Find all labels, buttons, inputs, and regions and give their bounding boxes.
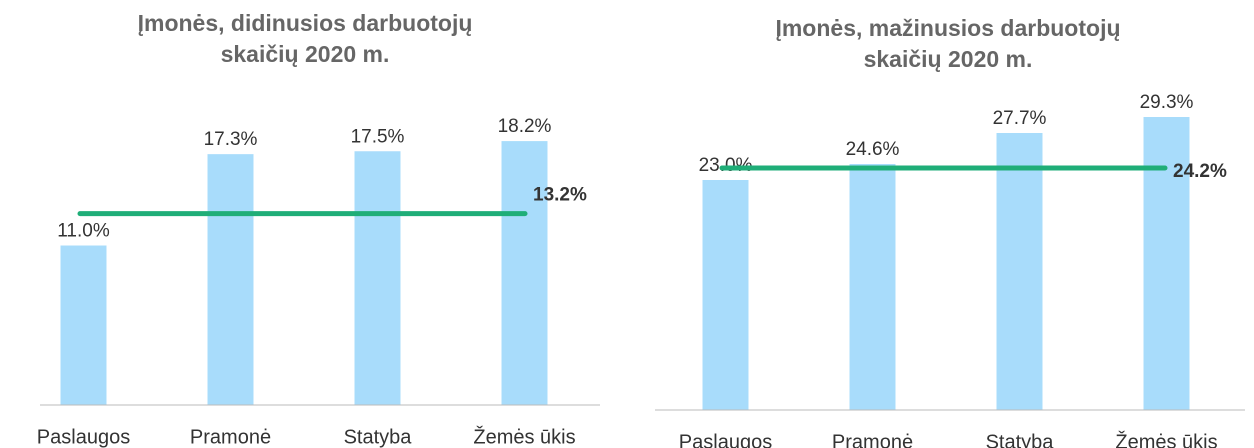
value-label: 11.0% bbox=[57, 221, 110, 242]
value-label: 17.5% bbox=[351, 126, 405, 147]
x-tick-label: Pramonė bbox=[832, 431, 913, 448]
chart-title: skaičių 2020 m. bbox=[864, 46, 1033, 72]
bar bbox=[354, 151, 401, 405]
average-label: 13.2% bbox=[533, 185, 587, 206]
value-label: 29.3% bbox=[1140, 92, 1194, 113]
chart-title: skaičių 2020 m. bbox=[221, 41, 390, 67]
x-tick-label: Paslaugos bbox=[37, 426, 130, 448]
bar bbox=[501, 141, 548, 405]
bar bbox=[996, 133, 1043, 410]
average-label: 24.2% bbox=[1173, 161, 1227, 182]
bar bbox=[60, 245, 107, 405]
value-label: 17.3% bbox=[204, 129, 258, 150]
x-tick-label: Paslaugos bbox=[679, 431, 772, 448]
bar bbox=[702, 180, 749, 410]
bar bbox=[849, 164, 896, 410]
value-label: 18.2% bbox=[498, 116, 552, 137]
bar bbox=[207, 154, 254, 405]
x-tick-label: Žemės ūkis bbox=[473, 425, 575, 448]
x-tick-label: Pramonė bbox=[190, 426, 271, 448]
value-label: 24.6% bbox=[846, 139, 900, 160]
x-tick-label: Statyba bbox=[344, 426, 413, 448]
chart-title: Įmonės, mažinusios darbuotojų bbox=[775, 15, 1120, 41]
x-tick-label: Žemės ūkis bbox=[1115, 430, 1217, 448]
value-label: 27.7% bbox=[993, 108, 1047, 129]
x-tick-label: Statyba bbox=[986, 431, 1055, 448]
chart-title: Įmonės, didinusios darbuotojų bbox=[138, 10, 473, 36]
